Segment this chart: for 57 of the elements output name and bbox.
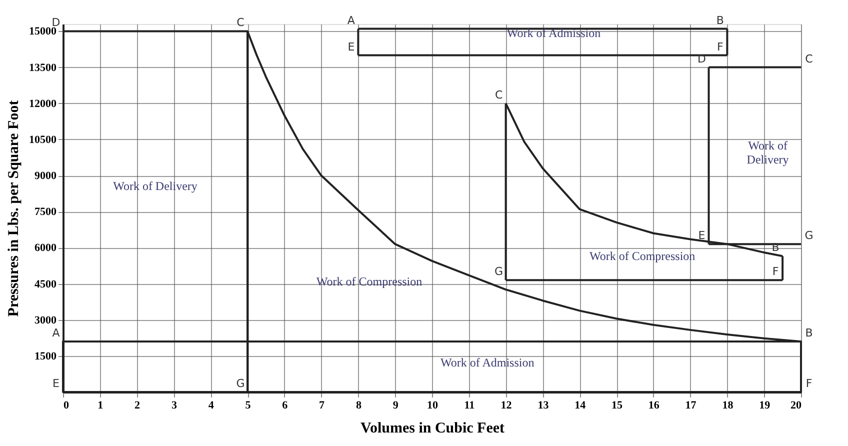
annotation: Work of Compression [589,248,696,263]
y-tick-label: 7500 [34,206,57,218]
annotation: A [347,14,356,27]
annotation: B [716,14,724,27]
annotation: C [494,88,503,102]
x-tick-label: 17 [685,400,697,412]
x-tick-label: 20 [790,400,802,412]
x-tick-label: 3 [171,400,178,412]
x-tick-label: 11 [464,400,475,412]
annotation: B [772,241,780,254]
x-tick-label: 18 [722,400,734,412]
annotation: C [805,52,814,66]
y-tick-label: 4500 [34,278,57,290]
x-tick-label: 9 [392,400,399,412]
annotation: G [804,229,814,242]
annotation: F [772,265,779,278]
x-tick-label: 0 [64,400,70,412]
x-tick-label: 1 [98,400,104,412]
x-tick-label: 12 [500,400,512,412]
annotation: Work of Admission [506,26,601,40]
x-tick-label: 7 [319,400,326,412]
x-tick-label: 4 [208,400,214,412]
x-tick-label: 10 [427,400,438,412]
x-tick-label: 16 [648,400,660,412]
x-tick-label: 8 [356,400,362,412]
annotation: A [52,326,60,340]
x-tick-label: 19 [759,400,771,412]
y-axis-title: Pressures in Lbs. per Square Foot [6,100,22,317]
x-tick-label: 5 [245,400,252,412]
x-tick-label: 13 [538,400,550,412]
y-tick-label: 9000 [34,170,57,182]
annotation: Work of Delivery [746,138,789,166]
y-tick-label: 6000 [34,242,57,254]
y-tick-label: 1500 [34,350,57,362]
y-tick-label: 15000 [29,26,57,38]
y-tick-label: 10500 [29,134,57,146]
y-tick-label: 3000 [34,314,57,326]
annotation: F [806,377,812,390]
annotation: E [348,40,355,54]
annotation: Work of Compression [316,274,422,289]
y-tick-label: 12000 [29,98,57,110]
annotation: Work of Admission [440,356,534,370]
annotation: E [698,229,706,242]
x-tick-label: 2 [134,400,141,412]
x-axis-title: Volumes in Cubic Feet [360,420,505,436]
annotation: F [717,40,724,54]
annotation: C [236,16,245,30]
y-tick-label: 13500 [29,62,57,74]
annotation: G [494,265,504,278]
annotation: E [52,377,60,390]
annotation: D [698,52,706,66]
x-tick-label: 15 [612,400,623,412]
x-tick-label: 14 [574,400,586,412]
x-tick-label: 6 [282,400,288,412]
annotation: B [805,326,813,340]
annotation: Work of Delivery [113,178,198,193]
annotation: G [236,377,245,390]
